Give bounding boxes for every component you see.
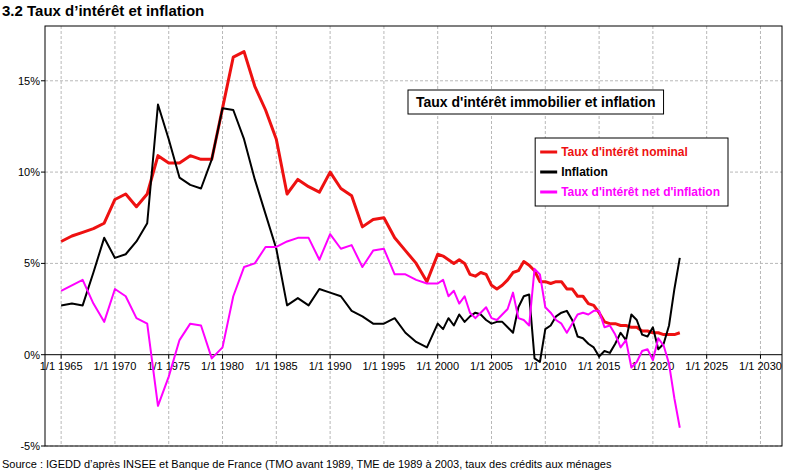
- y-tick: [41, 446, 45, 447]
- source: Source : IGEDD d’après INSEE et Banque d…: [2, 458, 612, 470]
- y-tick: [41, 80, 45, 81]
- page: {"chart_data": { "type": "line", "title"…: [0, 0, 802, 474]
- legend: Taux d'intérêt nominal Inflation Taux d'in…: [535, 138, 728, 206]
- legend-label: Inflation: [561, 165, 608, 179]
- x-tick: [760, 355, 761, 359]
- y-tick: [41, 263, 45, 264]
- grid: [45, 26, 782, 446]
- legend-swatch: [540, 151, 557, 154]
- x-tick: [383, 355, 384, 359]
- x-tick-label: 1/1 1970: [94, 360, 137, 372]
- x-grid-line: [168, 26, 169, 446]
- x-tick: [545, 355, 546, 359]
- x-tick-label: 1/1 2025: [685, 360, 728, 372]
- y-tick-label: -5%: [20, 440, 40, 452]
- x-tick: [437, 355, 438, 359]
- y-tick-label: 15%: [18, 75, 40, 87]
- y-tick-label: 0%: [24, 349, 40, 361]
- subtitle: Taux d'intérêt immobilier et inflation: [416, 94, 656, 110]
- x-tick-label: 1/1 1965: [40, 360, 83, 372]
- x-tick: [276, 355, 277, 359]
- x-tick: [168, 355, 169, 359]
- legend-frame: [535, 138, 728, 206]
- x-grid-line: [114, 26, 115, 446]
- x-tick-label: 1/1 2015: [578, 360, 621, 372]
- x-tick: [491, 355, 492, 359]
- x-grid-line: [652, 26, 653, 446]
- series-line: [61, 234, 680, 428]
- series-group: [61, 52, 680, 428]
- x-grid-line: [437, 26, 438, 446]
- plot-background: [45, 26, 782, 446]
- subtitle-frame: [408, 90, 664, 114]
- legend-label: Taux d'intérêt net d'inflation: [561, 185, 720, 199]
- x-tick: [61, 355, 62, 359]
- y-grid-line: [45, 80, 782, 81]
- y-tick: [41, 172, 45, 173]
- x-tick-label: 1/1 2030: [739, 360, 782, 372]
- axes: -5%0%5%10%15%1/1 19651/1 19701/1 19751/1…: [18, 75, 782, 452]
- x-tick: [330, 355, 331, 359]
- x-tick-label: 1/1 2005: [470, 360, 513, 372]
- legend-swatch: [540, 191, 557, 194]
- plot-frame: [45, 26, 782, 446]
- x-tick-label: 1/1 1995: [362, 360, 405, 372]
- x-grid-line: [276, 26, 277, 446]
- legend-label: Taux d'intérêt nominal: [561, 145, 688, 159]
- x-tick: [222, 355, 223, 359]
- x-tick-label: 1/1 2000: [416, 360, 459, 372]
- x-grid-line: [383, 26, 384, 446]
- y-tick-label: 5%: [24, 257, 40, 269]
- legend-swatch: [540, 171, 557, 174]
- x-grid-line: [491, 26, 492, 446]
- x-tick-label: 1/1 1990: [309, 360, 352, 372]
- x-tick: [114, 355, 115, 359]
- x-grid-line: [706, 26, 707, 446]
- y-grid-line: [45, 354, 782, 355]
- x-grid-line: [599, 26, 600, 446]
- x-grid-line: [222, 26, 223, 446]
- x-tick-label: 1/1 2010: [524, 360, 567, 372]
- y-tick-label: 10%: [18, 166, 40, 178]
- x-grid-line: [61, 26, 62, 446]
- y-grid-line: [45, 263, 782, 264]
- title: 3.2 Taux d’intérêt et inflation: [2, 2, 204, 19]
- x-tick-label: 1/1 1980: [201, 360, 244, 372]
- subtitle-box: Taux d'intérêt immobilier et inflation: [408, 90, 664, 114]
- x-grid-line: [760, 26, 761, 446]
- x-tick-label: 1/1 1985: [255, 360, 298, 372]
- x-tick: [706, 355, 707, 359]
- y-tick: [41, 354, 45, 355]
- x-grid-line: [545, 26, 546, 446]
- chart: 3.2 Taux d’intérêt et inflation -5% 0% 5% 10…: [0, 0, 802, 474]
